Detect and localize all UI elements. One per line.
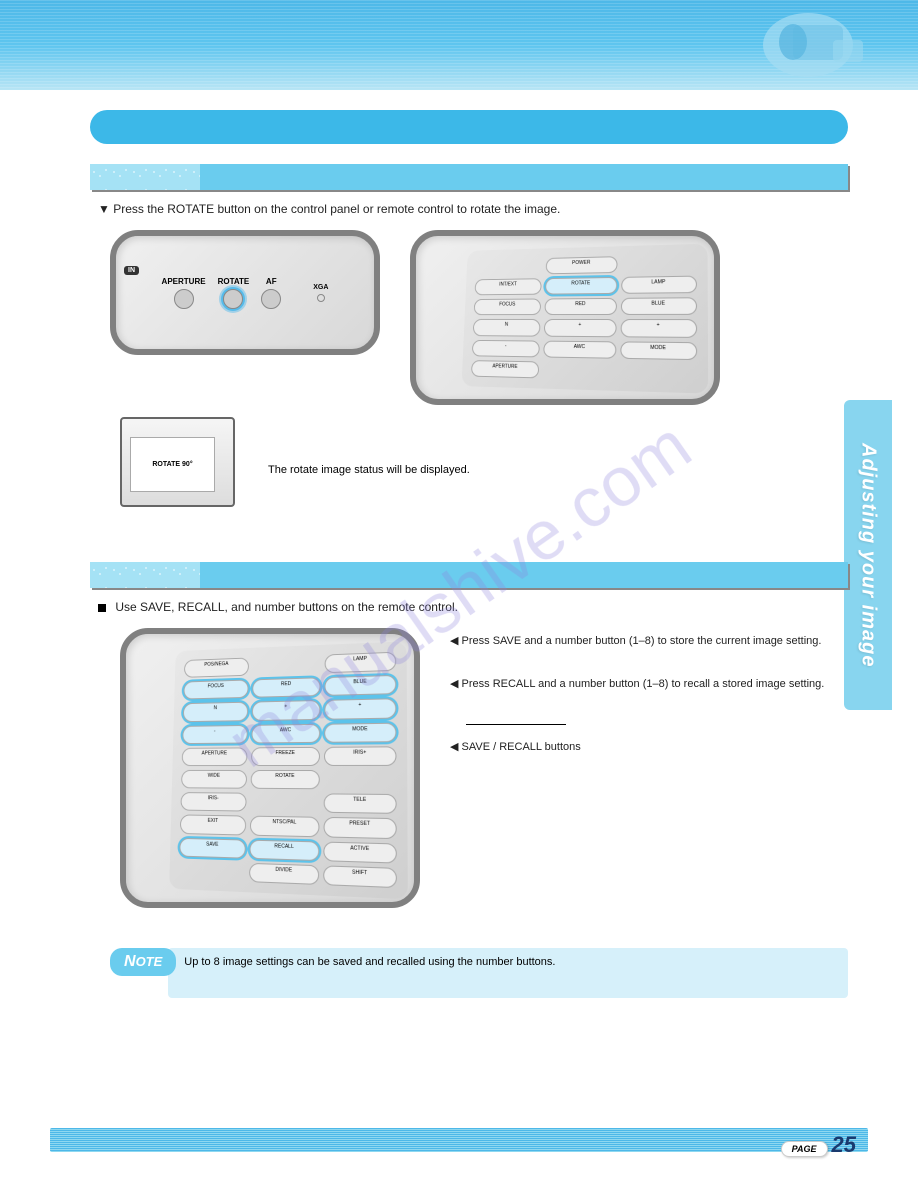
bottom-bar [50, 1128, 868, 1152]
page-badge: PAGE 25 [781, 1132, 856, 1158]
rotate-instruction: ▼ Press the ROTATE button on the control… [98, 202, 848, 216]
aperture-button: APERTURE [162, 277, 206, 309]
save-instruction: Use SAVE, RECALL, and number buttons on … [98, 600, 848, 614]
rb2-awc: AWC [251, 723, 320, 743]
note-box: NNOTEOTE Up to 8 image settings can be s… [110, 948, 848, 998]
steps-column: ◀ Press SAVE and a number button (1–8) t… [450, 628, 848, 908]
leader-line-1 [466, 724, 566, 725]
section-header-rotate [90, 164, 848, 190]
rb-awc: AWC [544, 340, 617, 358]
rb-plus2: + [620, 320, 697, 338]
xga-indicator: XGA [313, 284, 328, 302]
af-button: AF [261, 277, 281, 309]
rb2-rotate: ROTATE [251, 770, 320, 790]
monitor-caption: The rotate image status will be displaye… [268, 464, 470, 476]
step-2: ◀ Press RECALL and a number button (1–8)… [450, 677, 848, 690]
step-1: ◀ Press SAVE and a number button (1–8) t… [450, 634, 848, 647]
rb-red: RED [545, 298, 617, 315]
rb2-minus: - [182, 725, 248, 744]
rb2-irisplus: IRIS+ [324, 746, 397, 766]
rb2-red: RED [252, 677, 320, 698]
rb2-freeze: FREEZE [251, 747, 320, 766]
rb2-blue: BLUE [324, 675, 396, 696]
section-header-save [90, 562, 848, 588]
aperture-label: APERTURE [162, 277, 206, 286]
rb-blue: BLUE [620, 298, 697, 316]
rb-aperture: APERTURE [471, 360, 540, 378]
rb2-focus: FOCUS [183, 680, 248, 700]
rb2-plus: + [252, 700, 321, 720]
step-3: ◀ SAVE / RECALL buttons [450, 740, 848, 753]
af-label: AF [266, 277, 277, 286]
rb-power: POWER [546, 256, 617, 274]
rb2-recall: RECALL [249, 839, 319, 861]
rb-intext: INT/EXT [474, 278, 542, 295]
monitor-row: ROTATE 90° The rotate image status will … [120, 417, 848, 522]
remote-illustration-1: POWER INT/EXT ROTATE LAMP FOCUS RED BLUE… [410, 230, 720, 405]
rb-mode: MODE [620, 341, 697, 360]
rb-minus: - [472, 340, 540, 358]
rb-plus: + [544, 319, 616, 336]
rb-rotate: ROTATE [545, 277, 617, 295]
rb2-irisminus: IRIS- [180, 792, 246, 812]
rotate-label: ROTATE [218, 277, 250, 286]
rb2-wide: WIDE [181, 770, 247, 789]
rb2-save: SAVE [179, 837, 246, 858]
panel-in-label: IN [124, 266, 139, 275]
pill-header [90, 110, 848, 144]
note-body: Up to 8 image settings can be saved and … [168, 948, 848, 998]
rotate-button: ROTATE [218, 277, 250, 309]
rb2-n: N [183, 702, 248, 722]
square-bullet-icon [98, 604, 106, 612]
projector-icon [738, 0, 878, 90]
page-number: 25 [832, 1132, 856, 1158]
rb-focus: FOCUS [474, 299, 542, 316]
rb-n: N [473, 319, 541, 336]
rb2-ntscpal: NTSC/PAL [250, 816, 320, 837]
rb2-tele: TELE [324, 794, 397, 815]
rb-lamp: LAMP [621, 276, 697, 294]
rb2-preset: PRESET [323, 817, 396, 838]
rb2-shift: SHIFT [323, 865, 397, 888]
control-panel-illustration: IN APERTURE ROTATE AF XGA [110, 230, 380, 355]
save-instruction-text: Use SAVE, RECALL, and number buttons on … [115, 600, 458, 614]
rb2-aperture: APERTURE [182, 747, 248, 766]
rb2-posnega: POS/NEGA [184, 658, 249, 678]
rb2-lamp: LAMP [325, 652, 397, 674]
rb2-plus3: + [324, 699, 396, 720]
monitor-illustration: ROTATE 90° [120, 417, 250, 522]
remote-illustration-2: POS/NEGA LAMP FOCUS RED BLUE N + + - AWC… [120, 628, 420, 908]
rb2-active: ACTIVE [323, 841, 397, 863]
top-banner [0, 0, 918, 90]
monitor-screen: ROTATE 90° [130, 437, 215, 492]
rb2-divide: DIVIDE [249, 863, 319, 885]
rb2-mode: MODE [324, 722, 396, 742]
xga-label: XGA [313, 284, 328, 291]
note-label: NNOTEOTE [110, 948, 176, 976]
rb2-exit: EXIT [180, 815, 246, 835]
page-word: PAGE [781, 1141, 828, 1157]
rotate-images-row: IN APERTURE ROTATE AF XGA POWER INT/ [110, 230, 848, 405]
page-content: ▼ Press the ROTATE button on the control… [0, 90, 918, 998]
